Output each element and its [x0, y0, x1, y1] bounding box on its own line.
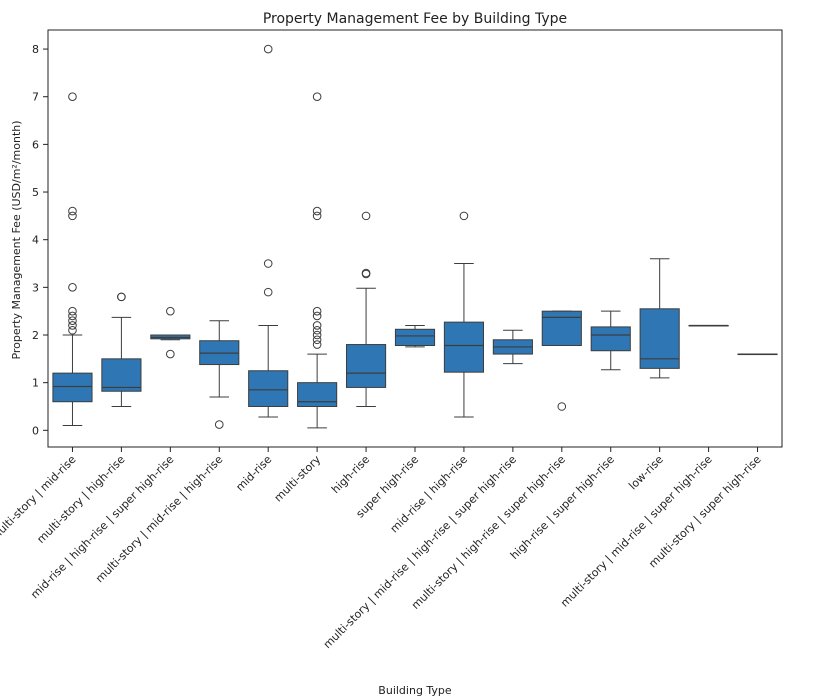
- chart-title: Property Management Fee by Building Type: [263, 11, 567, 27]
- box-group: [297, 92, 338, 429]
- outlier-point: [459, 211, 469, 221]
- x-tick-label: high-rise | super high-rise: [508, 453, 617, 562]
- box-group: [394, 324, 436, 348]
- box-group: [737, 353, 778, 356]
- box-iqr: [101, 358, 142, 392]
- box-iqr: [52, 372, 93, 403]
- outlier-point: [68, 211, 77, 221]
- box-group: [590, 310, 631, 371]
- box-iqr: [297, 382, 338, 407]
- outlier-point: [312, 206, 322, 216]
- y-tick-label: 8: [32, 43, 39, 56]
- box-iqr: [541, 310, 582, 346]
- box-group: [248, 44, 289, 418]
- box-iqr: [443, 321, 485, 373]
- y-tick-label: 5: [32, 186, 39, 199]
- y-tick-label: 7: [32, 91, 39, 104]
- box-group: [199, 320, 240, 429]
- outlier-point: [312, 211, 322, 221]
- outlier-point: [263, 259, 273, 268]
- outlier-point: [312, 335, 322, 345]
- outlier-point: [312, 330, 322, 340]
- box-group: [150, 306, 191, 359]
- outlier-point: [557, 402, 567, 411]
- outlier-point: [68, 311, 77, 321]
- y-tick-label: 1: [32, 377, 39, 390]
- outlier-point: [312, 321, 322, 330]
- x-axis-label: Building Type: [378, 684, 452, 697]
- outlier-point: [263, 44, 273, 54]
- outlier-point: [68, 325, 77, 335]
- box-group: [101, 292, 142, 407]
- box-group: [688, 324, 729, 327]
- outlier-point: [117, 292, 126, 302]
- box-group: [443, 211, 485, 418]
- box-group: [639, 258, 680, 379]
- outlier-point: [312, 340, 322, 349]
- y-tick-label: 6: [32, 138, 39, 151]
- box-iqr: [394, 328, 436, 346]
- outlier-point: [166, 349, 175, 359]
- y-tick-label: 4: [32, 234, 39, 247]
- outlier-point: [68, 306, 77, 316]
- outlier-point: [166, 306, 175, 316]
- box-iqr: [590, 326, 631, 352]
- outlier-point: [361, 268, 371, 278]
- outlier-point: [312, 325, 322, 335]
- box-group: [345, 211, 387, 407]
- outlier-point: [68, 283, 77, 292]
- x-tick-label: multi-story: [272, 453, 324, 505]
- plot-area: [52, 44, 778, 429]
- y-axis: 0 1 2 3 4 5 6 7 8: [32, 43, 48, 437]
- outlier-point: [68, 316, 77, 326]
- y-tick-label: 3: [32, 281, 39, 294]
- box-group: [541, 310, 582, 411]
- outlier-point: [263, 287, 273, 297]
- y-axis-label: Property Management Fee (USD/m²/month): [10, 120, 23, 359]
- x-tick-label: low-rise: [626, 453, 666, 493]
- outlier-point: [312, 311, 322, 321]
- box-group: [492, 329, 533, 365]
- y-tick-label: 0: [32, 424, 39, 437]
- outlier-point: [214, 420, 224, 429]
- y-tick-label: 2: [32, 329, 39, 342]
- outlier-point: [312, 92, 322, 102]
- outlier-point: [68, 92, 77, 102]
- outlier-point: [68, 321, 77, 330]
- x-tick-label: mid-rise: [233, 453, 274, 494]
- outlier-point: [361, 211, 371, 221]
- box-iqr: [345, 344, 387, 388]
- outlier-point: [68, 206, 77, 216]
- plot-frame: [47, 29, 783, 448]
- x-tick-label: high-rise: [329, 453, 372, 496]
- box-group: [52, 92, 93, 427]
- box-iqr: [248, 370, 289, 407]
- outlier-point: [312, 306, 322, 316]
- x-tick-label: multi-story | mid-rise: [0, 453, 79, 544]
- x-tick-label: multi-story | high-rise: [34, 453, 127, 546]
